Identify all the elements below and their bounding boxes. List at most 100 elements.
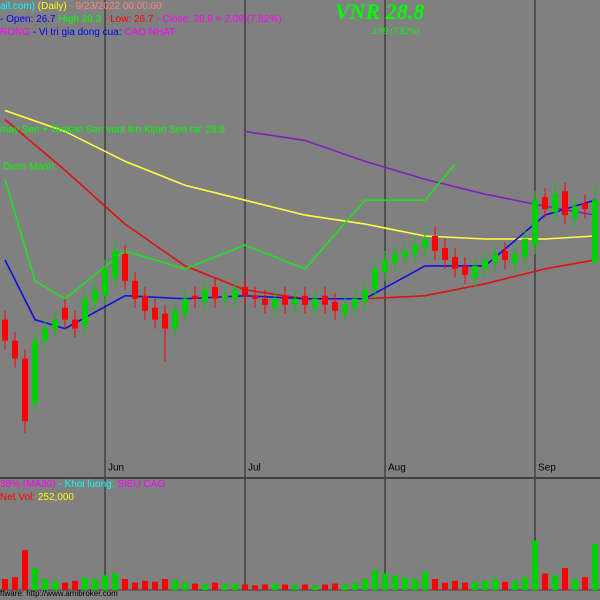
volume-bar	[372, 569, 378, 590]
candle-body	[532, 200, 538, 245]
volume-bar	[162, 579, 168, 590]
volume-bar	[172, 579, 178, 590]
volume-bar	[42, 579, 48, 590]
candle-body	[452, 256, 458, 269]
chart-title: VNR 28.8	[335, 0, 424, 24]
volume-bar	[142, 580, 148, 590]
volume-bar	[482, 580, 488, 590]
candle-body	[542, 197, 548, 210]
volume-bar	[362, 579, 368, 590]
volume-bar	[292, 585, 298, 590]
header-text: RONG	[0, 27, 30, 38]
volume-bar	[72, 580, 78, 590]
candle-body	[162, 313, 168, 329]
candle-body	[202, 289, 208, 302]
volume-bar	[62, 582, 68, 590]
candle-body	[152, 307, 158, 320]
candle-body	[112, 250, 118, 278]
volume-bar	[492, 579, 498, 590]
candle-body	[82, 298, 88, 326]
volume-bar	[472, 581, 478, 590]
header-text: 38%	[0, 479, 20, 490]
header-line: 38% (MA30) - Khoi luong: SIEU CAO	[0, 479, 165, 490]
candle-body	[262, 298, 268, 305]
candle-body	[142, 295, 148, 311]
header-text: - Open: 26.7	[0, 14, 56, 25]
header-text: - 9/23/2022 00:00:00	[69, 1, 162, 12]
volume-bar	[312, 585, 318, 590]
header-text: SIEU CAO	[117, 479, 165, 490]
volume-bar	[552, 575, 558, 590]
candle-body	[332, 301, 338, 311]
volume-bar	[322, 584, 328, 590]
candle-body	[2, 319, 8, 341]
candle-body	[552, 194, 558, 213]
volume-bar	[412, 579, 418, 590]
volume-bar	[422, 571, 428, 590]
volume-bar	[12, 577, 18, 590]
volume-bar	[432, 579, 438, 590]
volume-bar	[232, 583, 238, 590]
volume-bar	[262, 584, 268, 590]
volume-bar	[512, 580, 518, 590]
volume-bar	[282, 584, 288, 590]
candle-body	[132, 280, 138, 299]
annotation: Diem Manh	[3, 162, 54, 173]
candle-body	[572, 206, 578, 219]
volume-bar	[462, 582, 468, 590]
indicator-line	[4, 163, 456, 300]
volume-bar	[102, 575, 108, 590]
candle-body	[272, 298, 278, 308]
volume-bar	[582, 577, 588, 590]
candle-body	[22, 358, 28, 422]
volume-bar	[572, 579, 578, 590]
candle-body	[42, 328, 48, 341]
candle-body	[372, 268, 378, 290]
candle-body	[192, 295, 198, 299]
candle-body	[442, 247, 448, 260]
header-text: - Low: 26.7	[104, 14, 154, 25]
candle-body	[52, 319, 58, 329]
candle-body	[392, 253, 398, 263]
volume-bar	[352, 582, 358, 590]
header-text: (Daily)	[38, 1, 67, 12]
candle-body	[472, 265, 478, 278]
volume-bar	[202, 584, 208, 590]
volume-bar	[132, 582, 138, 590]
labels: ail.com) (Daily) - 9/23/2022 00:00:00 - …	[0, 1, 556, 503]
volume-bar	[272, 583, 278, 590]
volume-bar	[392, 575, 398, 590]
candle-body	[342, 304, 348, 314]
candle-body	[102, 268, 108, 296]
footer: ftware: http://www.amibroker.com	[0, 589, 118, 598]
candle-body	[322, 295, 328, 305]
annotation: may Sen + Tenkan Sen vuot len Kijun Sen …	[0, 125, 226, 136]
candle-body	[522, 239, 528, 257]
volume-bar	[402, 577, 408, 590]
candle-body	[592, 200, 598, 263]
volume-bar	[152, 581, 158, 590]
header-text: - Vi tri gia dong cua:	[33, 27, 122, 38]
volume-bar	[522, 577, 528, 590]
header-text: Net Vol:	[0, 492, 35, 503]
candle-body	[232, 289, 238, 299]
candle-body	[512, 253, 518, 263]
volume-panel	[2, 540, 598, 590]
volume-bar	[452, 580, 458, 590]
candle-body	[182, 298, 188, 314]
candle-body	[462, 265, 468, 275]
candle-body	[582, 203, 588, 210]
candle-body	[62, 307, 68, 320]
header-text: High 29.3	[58, 14, 101, 25]
volume-bar	[212, 582, 218, 590]
header-text: - Close: 28.8 = 2.09 (7.82%)	[156, 14, 281, 25]
volume-bar	[92, 579, 98, 590]
volume-bar	[542, 573, 548, 590]
header-line: RONG - Vi tri gia dong cua: CAO NHAT	[0, 27, 175, 38]
header-text: ail.com)	[0, 1, 35, 12]
candle-body	[122, 253, 128, 281]
candle-body	[502, 250, 508, 260]
